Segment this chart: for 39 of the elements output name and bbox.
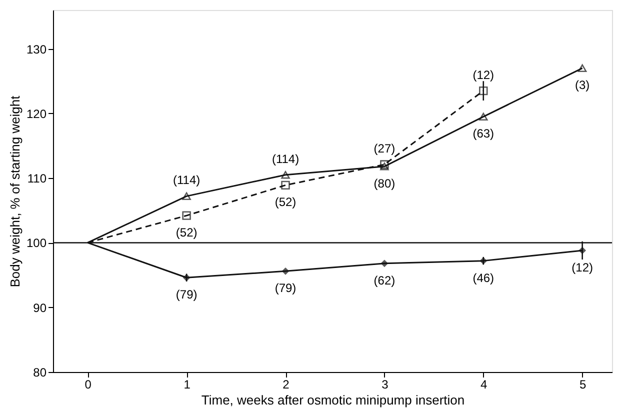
point — [281, 170, 290, 179]
annotation: (52) — [176, 226, 198, 240]
y-tick-label: 90 — [33, 300, 47, 315]
y-tick-label: 110 — [27, 172, 47, 186]
point — [281, 180, 290, 190]
annotation: (46) — [472, 270, 494, 285]
annotation: (12) — [572, 260, 593, 274]
annotation: (63) — [472, 126, 494, 141]
x-tick-label: 1 — [184, 378, 191, 392]
point — [380, 160, 389, 169]
annotation: (114) — [272, 152, 300, 166]
point — [479, 86, 488, 96]
y-tick-label: 80 — [33, 366, 47, 380]
annotation: (114) — [173, 173, 200, 188]
annotation: (52) — [274, 195, 296, 210]
y-axis-title: Body weight, % of starting weight — [7, 95, 22, 288]
annotation: (12) — [472, 68, 494, 82]
x-axis-title: Time, weeks after osmotic minipump insertion — [201, 392, 465, 408]
point — [479, 112, 488, 121]
point — [380, 162, 389, 170]
y-tick-label: 120 — [26, 106, 47, 121]
y-tick-label: 100 — [26, 236, 47, 250]
x-tick-label: 5 — [579, 378, 586, 392]
x-tick-label: 2 — [282, 378, 290, 392]
x-tick-label: 3 — [382, 378, 389, 392]
annotation: (62) — [374, 273, 396, 288]
x-tick-label: 0 — [84, 378, 92, 392]
annotation: (79) — [274, 281, 296, 296]
annotation: (27) — [374, 141, 396, 156]
y-tick-label: 130 — [26, 42, 47, 56]
point — [182, 192, 191, 200]
annotation: (79) — [176, 288, 198, 302]
annotation: (3) — [574, 78, 590, 92]
point — [182, 211, 191, 220]
point — [578, 64, 587, 72]
point — [380, 260, 388, 268]
x-tick-label: 4 — [480, 378, 488, 392]
point — [282, 267, 290, 275]
annotation: (80) — [374, 176, 396, 190]
